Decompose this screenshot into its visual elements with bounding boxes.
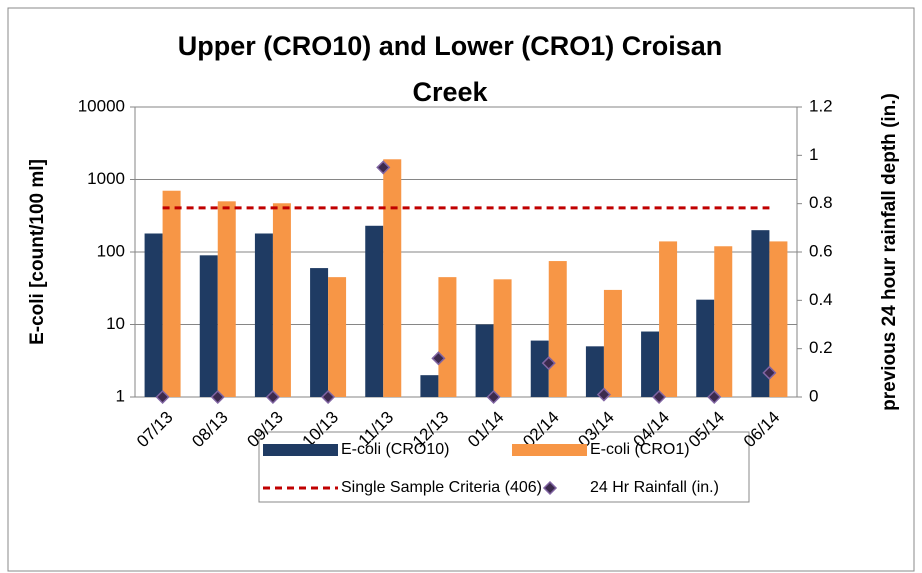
bar [641,331,660,397]
rainfall-marker [321,389,336,405]
y-tick-label: 1 [116,386,125,405]
bar [420,375,439,397]
bar [383,159,402,397]
bar [714,246,733,397]
y-tick-label: 10 [106,314,125,333]
bar [585,346,604,397]
bar [769,241,788,397]
chart-title: Upper (CRO10) and Lower (CRO1) Croisan [178,31,723,61]
y-tick-label: 1000 [87,169,125,188]
plot-frame [134,106,798,398]
legend-label: E-coli (CRO1) [590,441,690,458]
legend-swatch [512,444,587,456]
y2-tick-label: 0 [809,386,818,405]
y2-axis-title: previous 24 hour rainfall depth (in.) [879,93,900,411]
bar [199,255,218,397]
y2-tick-label: 1 [809,145,818,164]
bar [603,289,622,397]
bar [310,268,329,397]
y2-tick-label: 0.6 [809,241,833,260]
chart-title: Creek [412,77,488,107]
rainfall-marker [210,389,225,405]
rainfall-marker [762,365,777,380]
bar [438,277,457,397]
rainfall-marker [431,351,446,366]
bar [751,230,770,397]
bar [659,241,678,397]
bar [696,299,715,397]
rainfall-marker [155,389,170,405]
bar [475,324,494,397]
bar [365,225,384,397]
legend-swatch [542,480,558,496]
legend-label: E-coli (CRO10) [341,441,449,458]
legend-label: 24 Hr Rainfall (in.) [590,479,719,496]
legend-label: Single Sample Criteria (406) [341,479,542,496]
bar [162,190,181,397]
bar [217,201,236,397]
y2-tick-label: 1.2 [809,96,833,115]
rainfall-marker [486,389,501,405]
bar [144,233,163,397]
bar [530,340,549,397]
bar [548,261,567,397]
legend-box [258,431,750,503]
y-tick-label: 10000 [78,96,125,115]
bar [254,233,273,397]
y-tick-label: 100 [97,241,125,260]
y2-tick-label: 0.4 [809,290,833,309]
rainfall-marker [652,389,667,405]
rainfall-marker [596,387,611,402]
rainfall-marker [707,389,722,405]
y-axis-title: E-coli [count/100 ml] [27,159,48,345]
bar [328,277,347,397]
bar [493,279,512,397]
rainfall-marker [541,356,556,371]
y2-tick-label: 0.2 [809,338,833,357]
rainfall-marker [376,160,391,175]
y2-tick-label: 0.8 [809,193,833,212]
bar [272,203,291,397]
rainfall-marker [265,389,280,405]
legend-swatch [263,444,338,456]
